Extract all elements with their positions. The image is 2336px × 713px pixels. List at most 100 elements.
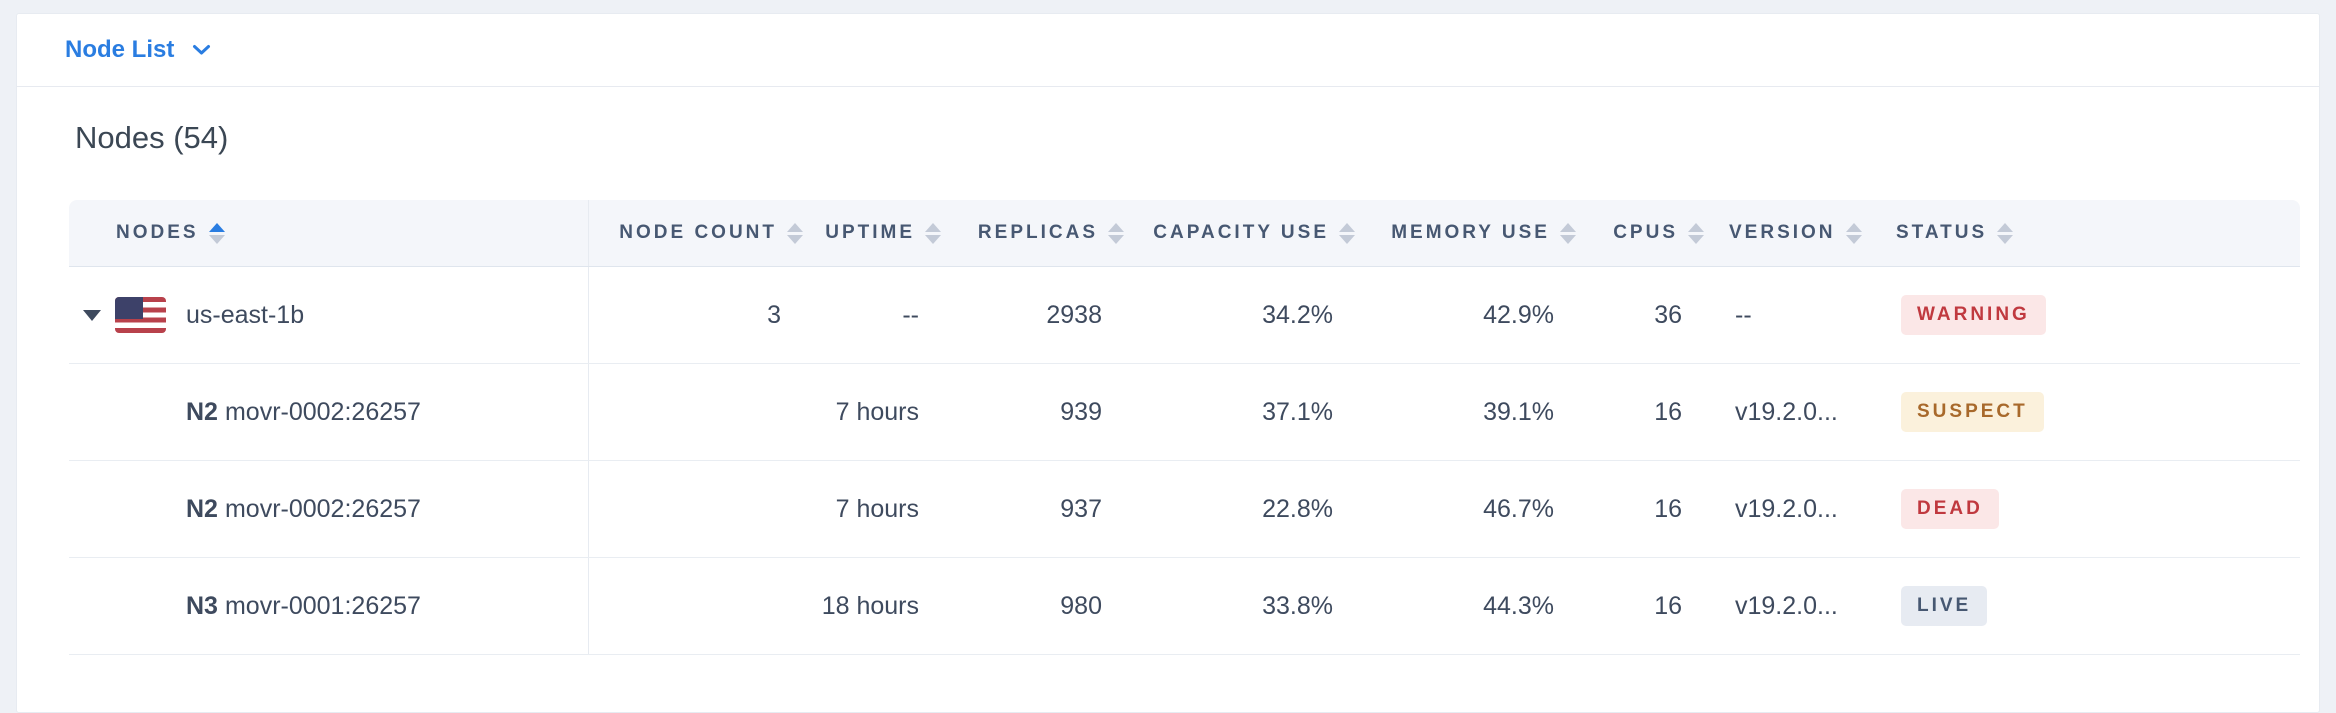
uptime-cell: 18 hours	[807, 558, 945, 654]
status-badge: WARNING	[1901, 295, 2046, 335]
node-row[interactable]: N2 movr-0002:26257 7 hours 939 37.1% 39.1% 16 v…	[69, 364, 2300, 461]
cell-value: 939	[1060, 397, 1102, 426]
cell-value: 22.8%	[1262, 494, 1333, 523]
status-badge: LIVE	[1901, 586, 1988, 626]
memory-use-cell: 39.1%	[1359, 364, 1580, 460]
column-header-status[interactable]: STATUS	[1870, 200, 2300, 266]
replicas-cell: 980	[945, 558, 1128, 654]
nodes-cell: us-east-1b	[69, 267, 589, 363]
memory-use-cell: 44.3%	[1359, 558, 1580, 654]
nodes-cell: N3 movr-0001:26257	[69, 558, 589, 654]
cell-value: 980	[1060, 591, 1102, 620]
column-header-capacity_use[interactable]: CAPACITY USE	[1128, 200, 1359, 266]
cell-value: v19.2.0...	[1735, 494, 1838, 523]
column-header-label: REPLICAS	[977, 222, 1098, 243]
column-header-nodes[interactable]: NODES	[69, 200, 589, 266]
cell-value: 937	[1060, 494, 1102, 523]
cell-value: 46.7%	[1483, 494, 1554, 523]
uptime-cell: --	[807, 267, 945, 363]
node-row[interactable]: N3 movr-0001:26257 18 hours 980 33.8% 44.3% 16…	[69, 558, 2300, 655]
cell-value: 39.1%	[1483, 397, 1554, 426]
node-address: movr-0002:26257	[224, 494, 421, 523]
table-header-row: NODES NODE COUNT UPTIME REPLICAS CAPACITY US…	[69, 200, 2300, 267]
memory-use-cell: 46.7%	[1359, 461, 1580, 557]
sort-arrows-icon	[1688, 222, 1704, 244]
cell-value: 2938	[1046, 300, 1102, 329]
status-badge: SUSPECT	[1901, 392, 2044, 432]
sort-arrows-icon	[787, 222, 803, 244]
cell-value: 16	[1654, 494, 1682, 523]
expand-caret-icon[interactable]	[83, 309, 101, 321]
cell-value: 3	[767, 300, 781, 329]
capacity-use-cell: 22.8%	[1128, 461, 1359, 557]
version-cell: v19.2.0...	[1708, 558, 1870, 654]
column-header-memory_use[interactable]: MEMORY USE	[1359, 200, 1580, 266]
node-count-cell	[589, 364, 807, 460]
cell-value: 44.3%	[1483, 591, 1554, 620]
node-id: N2	[186, 397, 218, 426]
node-address: movr-0001:26257	[224, 591, 421, 620]
cell-value: 7 hours	[835, 397, 919, 426]
replicas-cell: 939	[945, 364, 1128, 460]
status-badge: DEAD	[1901, 489, 1999, 529]
column-header-cpus[interactable]: CPUS	[1580, 200, 1708, 266]
node-address: movr-0002:26257	[224, 397, 421, 426]
chevron-down-icon	[193, 45, 211, 55]
node-row[interactable]: N2 movr-0002:26257 7 hours 937 22.8% 46.7% 16 v…	[69, 461, 2300, 558]
capacity-use-cell: 37.1%	[1128, 364, 1359, 460]
sort-arrows-icon	[1560, 222, 1576, 244]
cell-value: 16	[1654, 397, 1682, 426]
column-header-label: VERSION	[1729, 222, 1836, 243]
region-name: us-east-1b	[186, 300, 305, 329]
cell-value: v19.2.0...	[1735, 591, 1838, 620]
status-cell: WARNING	[1870, 267, 2300, 363]
status-cell: LIVE	[1870, 558, 2300, 654]
cell-value: v19.2.0...	[1735, 397, 1838, 426]
sort-arrows-icon	[925, 222, 941, 244]
sort-arrows-icon	[1339, 222, 1355, 244]
nodes-cell: N2 movr-0002:26257	[69, 461, 589, 557]
cpus-cell: 16	[1580, 364, 1708, 460]
uptime-cell: 7 hours	[807, 364, 945, 460]
node-list-dropdown-label: Node List	[65, 36, 175, 63]
node-list-dropdown[interactable]: Node List	[65, 36, 211, 64]
column-header-node_count[interactable]: NODE COUNT	[589, 200, 807, 266]
sort-arrows-icon	[208, 222, 225, 244]
nodes-table: NODES NODE COUNT UPTIME REPLICAS CAPACITY US…	[69, 200, 2300, 655]
card-header: Node List	[17, 14, 2319, 87]
column-header-label: STATUS	[1896, 222, 1988, 243]
card-body: Nodes (54) NODES NODE COUNT UPTIME REPLICAS…	[17, 119, 2319, 655]
cpus-cell: 36	[1580, 267, 1708, 363]
table-body: us-east-1b 3 -- 2938 34.2% 42.9% 36 -- WARNING N2…	[69, 267, 2300, 655]
cell-value: 18 hours	[821, 591, 919, 620]
memory-use-cell: 42.9%	[1359, 267, 1580, 363]
node-count-cell	[589, 461, 807, 557]
column-header-label: MEMORY USE	[1391, 222, 1550, 243]
column-header-label: NODE COUNT	[619, 222, 777, 243]
cell-value: 7 hours	[835, 494, 919, 523]
replicas-cell: 937	[945, 461, 1128, 557]
capacity-use-cell: 33.8%	[1128, 558, 1359, 654]
cell-value: --	[1735, 300, 1752, 329]
cell-value: 16	[1654, 591, 1682, 620]
cell-value: 33.8%	[1262, 591, 1333, 620]
version-cell: v19.2.0...	[1708, 364, 1870, 460]
node-count-cell: 3	[589, 267, 807, 363]
node-count-cell	[589, 558, 807, 654]
nodes-cell: N2 movr-0002:26257	[69, 364, 589, 460]
us-flag-icon	[115, 297, 166, 333]
cell-value: 42.9%	[1483, 300, 1554, 329]
column-header-uptime[interactable]: UPTIME	[807, 200, 945, 266]
column-header-version[interactable]: VERSION	[1708, 200, 1870, 266]
status-cell: DEAD	[1870, 461, 2300, 557]
sort-arrows-icon	[1108, 222, 1124, 244]
column-header-replicas[interactable]: REPLICAS	[945, 200, 1128, 266]
region-row[interactable]: us-east-1b 3 -- 2938 34.2% 42.9% 36 -- WARNING	[69, 267, 2300, 364]
capacity-use-cell: 34.2%	[1128, 267, 1359, 363]
cpus-cell: 16	[1580, 461, 1708, 557]
sort-arrows-icon	[1845, 222, 1862, 244]
status-cell: SUSPECT	[1870, 364, 2300, 460]
version-cell: v19.2.0...	[1708, 461, 1870, 557]
node-id: N3	[186, 591, 218, 620]
column-header-label: CPUS	[1613, 222, 1678, 243]
